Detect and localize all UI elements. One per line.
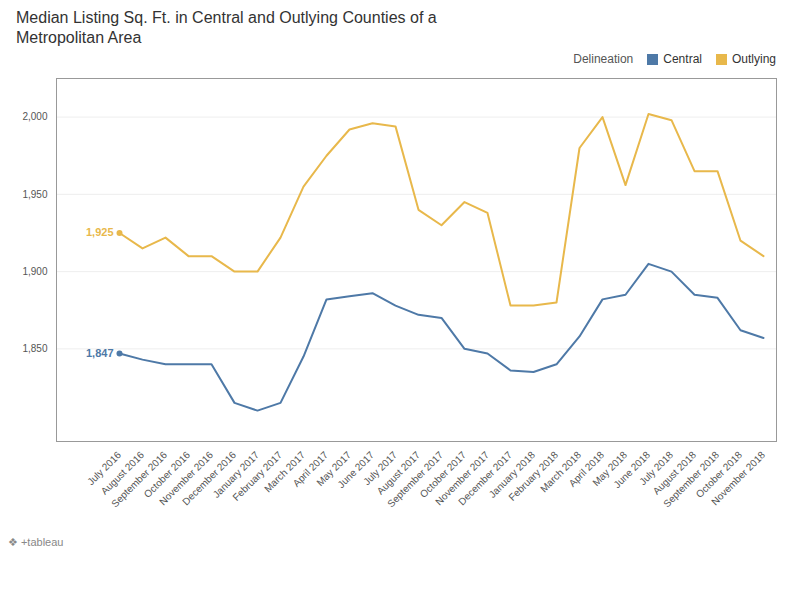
svg-text:January 2017: January 2017 xyxy=(210,449,262,500)
svg-text:July 2016: July 2016 xyxy=(85,449,124,488)
svg-text:December 2017: December 2017 xyxy=(456,449,515,508)
svg-text:February 2017: February 2017 xyxy=(230,449,285,503)
html-text:Central: Central xyxy=(663,52,702,66)
svg-text:1,900: 1,900 xyxy=(22,266,47,277)
svg-text:September 2016: September 2016 xyxy=(109,449,170,510)
svg-text:October 2016: October 2016 xyxy=(141,449,193,500)
svg-text:August 2016: August 2016 xyxy=(98,449,147,497)
html-text:Outlying: Outlying xyxy=(732,52,776,66)
svg-text:1,950: 1,950 xyxy=(22,189,47,200)
svg-text:November 2018: November 2018 xyxy=(709,449,767,507)
svg-text:May 2017: May 2017 xyxy=(314,449,354,489)
html-text:Delineation: Delineation xyxy=(573,52,634,66)
svg-text:October 2018: October 2018 xyxy=(693,449,745,500)
svg-text:1,847: 1,847 xyxy=(86,347,114,359)
svg-text:February 2018: February 2018 xyxy=(506,449,561,503)
svg-text:June 2017: June 2017 xyxy=(335,449,377,490)
svg-text:August 2017: August 2017 xyxy=(374,449,423,497)
svg-text:March 2018: March 2018 xyxy=(538,449,584,495)
html-text:Median Listing Sq. Ft. in Cent: Median Listing Sq. Ft. in Central and Ou… xyxy=(16,9,437,46)
svg-text:1,850: 1,850 xyxy=(22,343,47,354)
svg-text:September 2018: September 2018 xyxy=(661,449,722,510)
svg-text:July 2018: July 2018 xyxy=(637,449,676,488)
svg-text:2,000: 2,000 xyxy=(22,111,47,122)
svg-text:April 2017: April 2017 xyxy=(290,449,331,489)
svg-text:March 2017: March 2017 xyxy=(262,449,308,495)
svg-text:May 2018: May 2018 xyxy=(590,449,630,489)
svg-text:October 2017: October 2017 xyxy=(417,449,469,500)
svg-text:June 2018: June 2018 xyxy=(611,449,653,490)
svg-text:August 2018: August 2018 xyxy=(650,449,699,497)
svg-text:1,925: 1,925 xyxy=(86,226,114,238)
svg-text:November 2016: November 2016 xyxy=(157,449,216,508)
svg-text:December 2016: December 2016 xyxy=(180,449,239,508)
svg-text:April 2018: April 2018 xyxy=(566,449,607,489)
svg-text:November 2017: November 2017 xyxy=(433,449,492,508)
html-text:❖ +tableau: ❖ +tableau xyxy=(8,536,64,548)
svg-text:September 2017: September 2017 xyxy=(385,449,446,510)
svg-text:July 2017: July 2017 xyxy=(361,449,400,488)
svg-text:January 2018: January 2018 xyxy=(486,449,538,500)
